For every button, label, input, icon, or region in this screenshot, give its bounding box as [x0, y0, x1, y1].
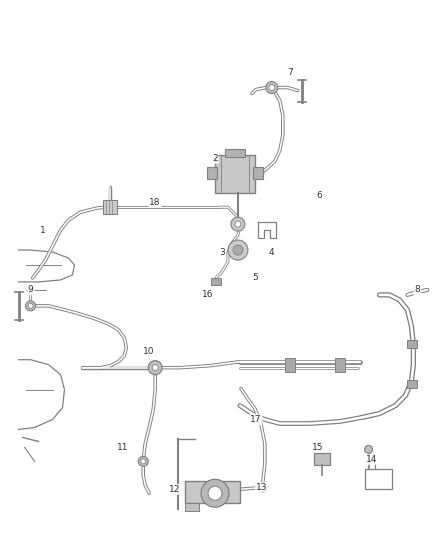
Bar	[103, 200, 117, 214]
Circle shape	[138, 456, 148, 466]
Bar	[185, 503, 199, 511]
Bar	[364, 470, 392, 489]
Circle shape	[235, 221, 241, 227]
Text: 8: 8	[414, 286, 420, 294]
Circle shape	[266, 82, 278, 94]
Text: 13: 13	[256, 483, 268, 492]
Circle shape	[201, 479, 229, 507]
Circle shape	[25, 301, 35, 311]
Circle shape	[208, 486, 222, 500]
Circle shape	[141, 459, 146, 464]
Text: 9: 9	[28, 286, 33, 294]
Bar	[253, 167, 263, 179]
Circle shape	[231, 217, 245, 231]
Text: 1: 1	[40, 225, 46, 235]
Text: 10: 10	[142, 347, 154, 356]
Circle shape	[258, 482, 268, 492]
Text: 18: 18	[149, 198, 161, 207]
Bar	[207, 167, 217, 179]
Bar	[285, 358, 295, 372]
Text: 12: 12	[169, 485, 180, 494]
Circle shape	[233, 245, 243, 255]
Text: 11: 11	[117, 443, 128, 452]
Bar	[211, 278, 221, 285]
Bar	[407, 379, 417, 387]
Text: 4: 4	[269, 247, 275, 256]
Bar	[215, 155, 255, 193]
Bar	[185, 481, 240, 503]
Bar	[225, 149, 245, 157]
Bar	[335, 358, 345, 372]
Text: 2: 2	[212, 154, 218, 163]
Text: 7: 7	[287, 68, 293, 77]
Circle shape	[152, 365, 158, 370]
Bar	[314, 454, 330, 465]
Circle shape	[269, 85, 275, 91]
Text: 17: 17	[250, 415, 261, 424]
Text: 15: 15	[312, 443, 323, 452]
Circle shape	[28, 303, 33, 309]
Text: 3: 3	[219, 247, 225, 256]
Text: 14: 14	[366, 455, 377, 464]
Circle shape	[148, 361, 162, 375]
Text: 16: 16	[202, 290, 214, 300]
Text: 6: 6	[317, 191, 322, 200]
Bar	[407, 340, 417, 348]
Text: 5: 5	[252, 273, 258, 282]
Circle shape	[364, 446, 372, 454]
Circle shape	[228, 240, 248, 260]
